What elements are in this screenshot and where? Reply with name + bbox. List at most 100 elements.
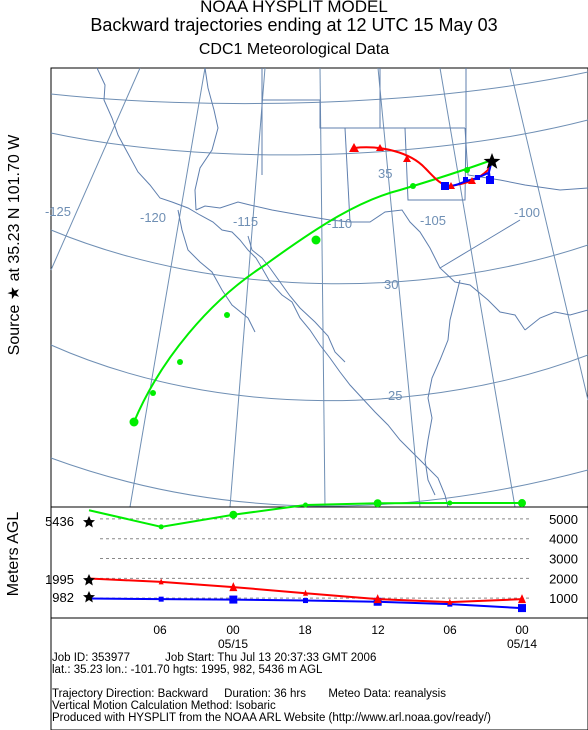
source-height-label-1995: 1995 [45,572,74,587]
lat-label-30: 30 [384,277,398,292]
source-height-labels: 5436 1995 982 [45,514,74,605]
red-marker [349,143,359,152]
grid-lon-115 [229,67,266,508]
grid-lat-30 [50,229,588,285]
trajectory-5436m-line [133,159,493,423]
height-point [518,594,526,604]
mexico-state-border [439,219,521,269]
time-tick-18: 18 [298,623,312,637]
model-title: NOAA HYSPLIT MODEL [200,0,388,16]
map-blue-markers [441,175,494,190]
footer-frame [50,617,588,730]
map-grid [50,67,588,508]
green-marker [410,183,416,189]
green-marker [150,390,156,396]
lat-label-25: 25 [388,388,402,403]
lon-label-120: -120 [140,210,166,225]
blue-marker [475,175,480,180]
footer-job-start: Job Start: Thu Jul 13 20:37:33 GMT 2006 [165,652,377,664]
footer-duration: Duration: 36 hrs [224,688,306,700]
footer-run-line: Trajectory Direction: Backward Duration:… [52,688,446,701]
us-mexico-border [195,201,526,331]
height-point [158,578,164,585]
grid-lon-105 [377,67,421,508]
arizona-border [344,127,351,223]
grid-lon-100 [439,67,516,508]
height-point [229,582,238,592]
red-marker [403,155,411,162]
grid-lon-110 [319,67,326,508]
height-tick-label: 1000 [549,591,578,606]
blue-marker [463,177,468,182]
height-tick-label: 2000 [549,571,578,586]
source-height-label-5436: 5436 [45,514,74,529]
grid-lat-20 [50,457,588,507]
trajectory-title: Backward trajectories ending at 12 UTC 1… [90,15,498,35]
map-borders [96,67,588,508]
height-point [229,595,238,604]
gulf-of-california [247,235,346,363]
time-tick-06a: 06 [153,623,167,637]
height-series [88,499,526,613]
height-point [373,594,382,604]
height-source-stars [83,516,95,603]
grid-lon-125 [50,67,141,271]
time-axis: 06 00 18 12 06 00 05/15 05/14 [153,623,537,651]
height-point [447,500,453,506]
utah-border [262,99,465,129]
map-trajectories [133,146,493,423]
lon-label-110: -110 [327,216,352,231]
grid-lon-120 [129,67,206,508]
height-point [229,510,238,519]
height-star-icon [83,591,95,603]
height-tick-label: 4000 [549,532,578,547]
time-tick-06b: 06 [443,623,457,637]
height-point [303,598,308,604]
green-marker [464,167,470,173]
green-marker [311,235,321,245]
date-label-0515: 05/15 [218,637,248,651]
red-marker [468,177,476,184]
footer-direction: Trajectory Direction: Backward [52,688,209,700]
lon-label-100: -100 [514,205,540,220]
height-point [303,502,308,508]
map-red-markers [349,143,476,189]
height-point [518,499,526,508]
green-marker [129,417,139,427]
lon-label-115: -115 [233,214,258,229]
red-marker [376,144,384,151]
height-point [518,604,526,613]
height-point [158,524,164,530]
green-marker [224,312,230,318]
blue-marker [441,182,449,190]
time-tick-00b: 00 [515,623,529,637]
data-source-title: CDC1 Meteorological Data [198,41,390,58]
new-mexico-border [404,127,467,201]
gulf-coast-mexico [424,279,461,496]
lon-label-125: -125 [45,204,71,219]
time-tick-00a: 00 [226,623,240,637]
height-gridlines [100,518,530,599]
source-height-label-982: 982 [52,590,74,605]
map-green-markers [129,167,470,427]
date-label-0514: 05/14 [507,637,537,651]
height-star-icon [83,574,95,586]
baja-peninsula [177,209,256,333]
height-point [373,499,382,508]
map-frame [50,67,588,508]
green-marker [177,359,183,365]
footer-job-id: Job ID: 353977 [52,652,131,664]
gulf-coast-us [524,309,588,331]
source-star-icon [483,153,501,169]
height-tick-label: 5000 [549,512,578,527]
time-tick-12: 12 [371,623,385,637]
height-point [303,589,308,596]
blue-marker [486,176,494,184]
footer-job-line: Job ID: 353977 Job Start: Thu Jul 13 20:… [52,652,376,665]
grid-lat-35 [50,119,588,156]
grid-lon-95 [509,67,588,401]
height-star-icon [83,516,95,528]
grid-lat-40 [50,71,588,105]
footer-source: lat.: 35.23 lon.: -101.70 hgts: 1995, 98… [52,664,323,676]
